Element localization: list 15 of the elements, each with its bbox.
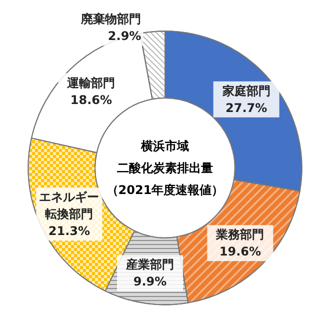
slice-label: 廃棄物部門: [80, 12, 142, 26]
slice-label: 産業部門: [125, 258, 174, 272]
text: 二酸化炭素排出量: [117, 161, 213, 175]
data-label: 21.3%: [48, 224, 90, 238]
slice-label: エネルギー転換部門: [39, 190, 100, 222]
slice-label: 運輸部門: [66, 76, 116, 90]
slice-label: 家庭部門: [221, 84, 270, 98]
text: （2021年度速報値）: [106, 183, 224, 197]
data-label: 27.7%: [225, 100, 268, 115]
text: 横浜市域: [140, 139, 189, 153]
data-label: 2.9%: [108, 29, 142, 44]
data-label: 19.6%: [219, 244, 262, 259]
data-label: 18.6%: [70, 92, 112, 107]
data-label: 9.9%: [133, 274, 167, 289]
slice-label: 業務部門: [215, 228, 264, 242]
